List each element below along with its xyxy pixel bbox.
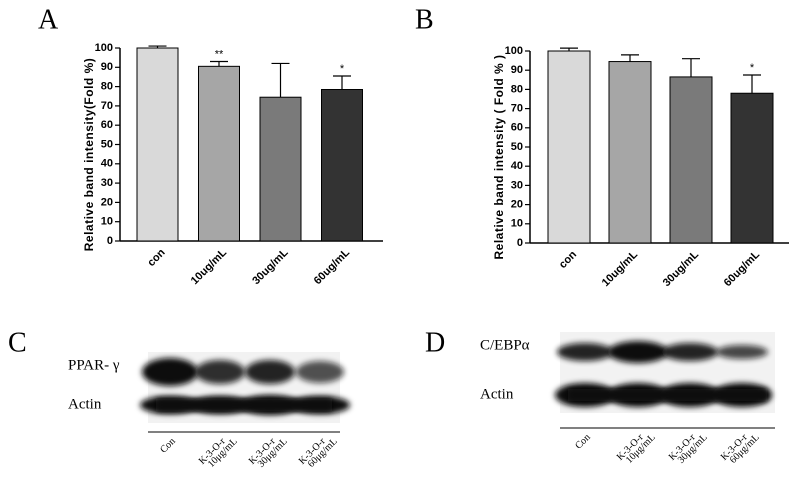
y-tick-label: 30 xyxy=(511,179,523,191)
y-axis-label: Relative band intensity ( Fold % ) xyxy=(492,54,506,259)
error-bar xyxy=(682,58,700,77)
x-tick-label: 60ug/mL xyxy=(312,246,353,287)
bar xyxy=(136,47,179,242)
y-tick-label: 20 xyxy=(511,199,523,211)
bar xyxy=(259,96,302,242)
y-tick-label: 0 xyxy=(517,237,523,249)
y-tick-label: 10 xyxy=(511,218,523,230)
bar xyxy=(669,76,713,244)
y-tick-label: 30 xyxy=(101,177,113,189)
y-tick-label: 10 xyxy=(101,216,113,228)
panel-label: A xyxy=(38,4,59,35)
target-band xyxy=(142,358,198,386)
significance-label: * xyxy=(750,62,755,74)
target-label: PPAR- γ xyxy=(68,357,120,373)
x-tick-label: 10ug/mL xyxy=(600,248,641,289)
y-tick-label: 0 xyxy=(107,235,113,247)
lane-label: Con xyxy=(573,432,593,452)
bar xyxy=(547,50,591,244)
y-tick-label: 60 xyxy=(511,122,523,134)
y-tick-label: 70 xyxy=(511,103,523,115)
y-tick-label: 90 xyxy=(511,64,523,76)
target-band xyxy=(296,361,344,383)
control-band-fill xyxy=(568,389,767,401)
y-tick-label: 80 xyxy=(101,81,113,93)
y-tick-label: 40 xyxy=(101,158,113,170)
y-tick-label: 100 xyxy=(505,45,523,57)
x-tick-label: con xyxy=(145,246,168,269)
target-band xyxy=(195,360,245,384)
bar xyxy=(321,88,363,242)
panel-label: D xyxy=(425,327,445,358)
significance-label: ** xyxy=(215,48,224,60)
target-band xyxy=(662,343,718,361)
control-label: Actin xyxy=(480,386,514,402)
target-band xyxy=(716,345,768,359)
bar xyxy=(198,65,240,242)
y-tick-label: 60 xyxy=(101,119,113,131)
y-tick-label: 80 xyxy=(511,83,523,95)
lane-label: Con xyxy=(158,436,178,456)
error-bar xyxy=(743,74,761,94)
error-bar xyxy=(210,60,228,67)
panel-label: C xyxy=(8,327,27,358)
error-bar xyxy=(560,47,578,51)
y-tick-label: 50 xyxy=(511,141,523,153)
control-label: Actin xyxy=(68,396,102,412)
target-label: C/EBPα xyxy=(480,337,530,353)
error-bar xyxy=(271,62,290,98)
y-tick-label: 20 xyxy=(101,196,113,208)
x-tick-label: 10ug/mL xyxy=(189,246,230,287)
target-band xyxy=(245,360,295,384)
y-tick-label: 70 xyxy=(101,100,113,112)
error-bar xyxy=(333,75,351,90)
y-tick-label: 50 xyxy=(101,138,113,150)
x-tick-label: 30ug/mL xyxy=(661,248,702,289)
x-tick-label: con xyxy=(557,248,580,271)
x-tick-label: 30ug/mL xyxy=(250,246,291,287)
error-bar xyxy=(148,45,167,48)
y-tick-label: 100 xyxy=(95,42,113,54)
target-band xyxy=(557,343,613,361)
y-tick-label: 40 xyxy=(511,160,523,172)
y-axis-label: Relative band intensity(Fold %) xyxy=(82,58,96,252)
y-tick-label: 90 xyxy=(101,61,113,73)
significance-label: * xyxy=(340,63,345,75)
target-band xyxy=(608,341,668,363)
panel-label: B xyxy=(415,4,434,35)
bar xyxy=(608,61,652,244)
error-bar xyxy=(621,54,639,62)
x-tick-label: 60ug/mL xyxy=(722,248,763,289)
bar xyxy=(730,92,774,244)
control-band-fill xyxy=(156,399,332,411)
